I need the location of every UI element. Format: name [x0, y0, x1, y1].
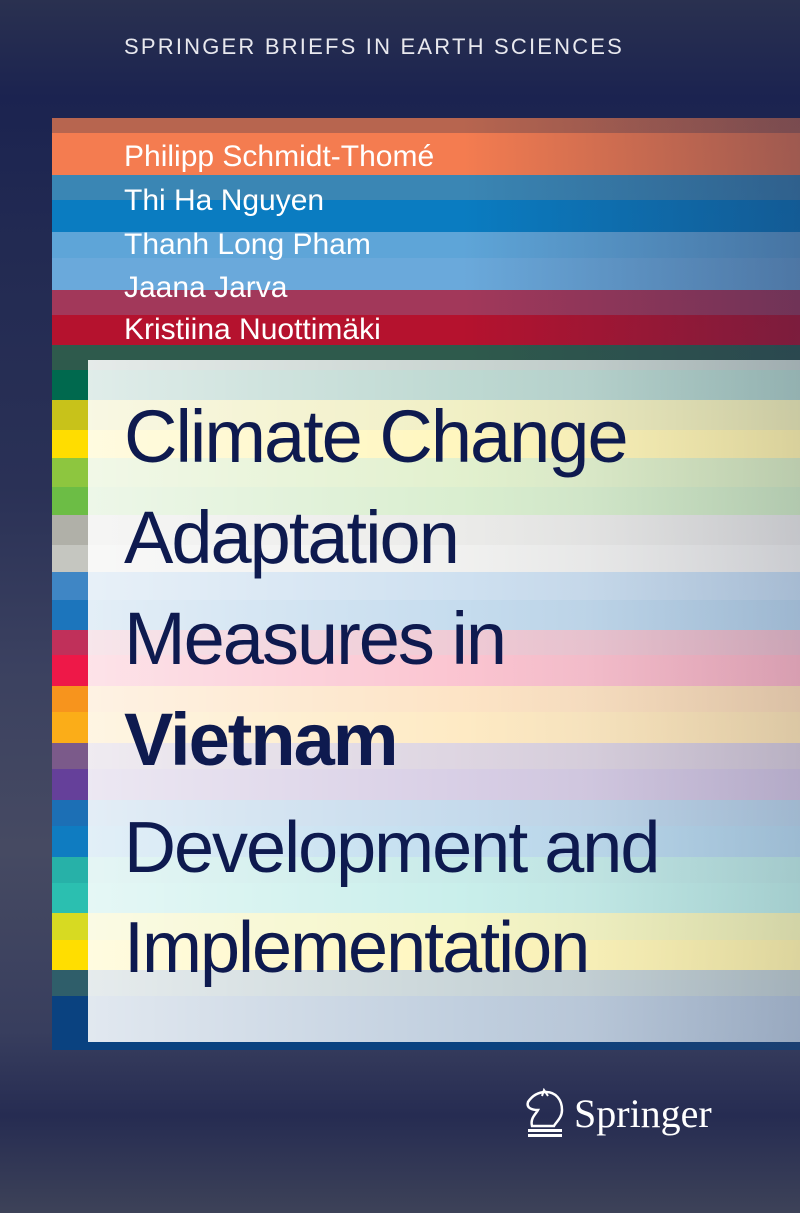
publisher-name: Springer: [574, 1090, 712, 1136]
subtitle-line: Development and: [124, 808, 660, 888]
book-title: Climate Change Adaptation Measures in Vi…: [124, 386, 629, 790]
author: Philipp Schmidt-Thomé: [124, 140, 435, 173]
color-stripe: [52, 315, 800, 345]
author: Kristiina Nuottimäki: [124, 313, 381, 346]
color-stripe: [52, 290, 800, 315]
author: Jaana Jarva: [124, 271, 288, 304]
title-panel: [88, 360, 800, 1042]
color-stripe: [52, 133, 800, 175]
color-stripe: [52, 200, 800, 232]
color-stripe: [52, 232, 800, 258]
title-line: Climate Change: [124, 395, 629, 478]
author: Thi Ha Nguyen: [124, 184, 325, 217]
series-title: SPRINGER BRIEFS IN EARTH SCIENCES: [124, 34, 625, 59]
author: Thanh Long Pham: [124, 228, 371, 261]
title-line: Vietnam: [124, 698, 399, 781]
publisher-logo: Springer: [522, 1088, 712, 1138]
subtitle-line: Implementation: [124, 908, 590, 988]
book-subtitle: Development and Implementation: [124, 798, 660, 998]
color-stripe: [52, 175, 800, 200]
title-line: Measures in: [124, 597, 507, 680]
color-stripe: [52, 118, 800, 133]
title-line: Adaptation: [124, 496, 460, 579]
springer-horse-icon: [526, 1088, 564, 1137]
color-stripe: [52, 258, 800, 290]
